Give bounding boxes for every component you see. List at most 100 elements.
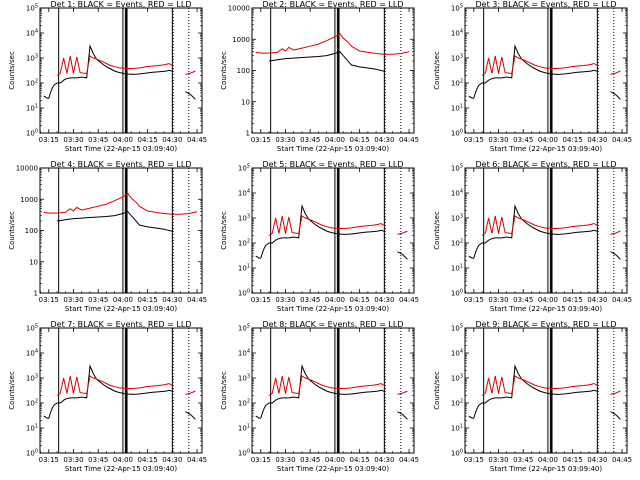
y-tick-label: 1 [246, 130, 250, 138]
x-axis-label: Start Time (22-Apr-15 03:09:40) [65, 465, 177, 473]
y-tick-label: 102 [26, 399, 38, 408]
x-tick-label: 04:15 [350, 136, 370, 144]
x-tick-label: 03:30 [488, 136, 508, 144]
x-tick-label: 03:45 [88, 136, 108, 144]
x-tick-label: 04:45 [187, 456, 207, 464]
x-tick-label: 03:15 [464, 136, 484, 144]
y-tick-label: 100 [451, 449, 463, 458]
x-tick-label: 03:30 [275, 456, 295, 464]
x-tick-label: 04:30 [162, 296, 182, 304]
x-tick-label: 03:30 [63, 136, 83, 144]
plot-frame [464, 7, 628, 134]
y-tick-label: 102 [238, 239, 250, 248]
y-axis-label: Counts/sec [433, 51, 441, 90]
x-tick-label: 04:00 [538, 296, 558, 304]
y-tick-label: 102 [26, 79, 38, 88]
x-tick-label: 03:45 [513, 296, 533, 304]
y-tick-label: 105 [26, 324, 38, 333]
y-tick-label: 102 [238, 399, 250, 408]
x-tick-label: 04:45 [399, 136, 419, 144]
y-axis-label: Counts/sec [220, 371, 228, 410]
y-tick-label: 102 [451, 399, 463, 408]
x-tick-label: 04:00 [325, 456, 345, 464]
x-tick-label: 04:45 [399, 296, 419, 304]
x-tick-label: 04:30 [162, 456, 182, 464]
x-tick-label: 04:30 [587, 296, 607, 304]
x-tick-label: 04:00 [113, 456, 133, 464]
y-tick-label: 101 [238, 424, 250, 433]
panel-title: Det 4: BLACK = Events, RED = LLD [51, 160, 192, 169]
y-tick-label: 103 [238, 214, 250, 223]
panel-det-3: Det 3: BLACK = Events, RED = LLD Counts/s… [433, 0, 632, 153]
x-tick-label: 04:00 [113, 136, 133, 144]
panel-title: Det 9: BLACK = Events, RED = LLD [476, 320, 617, 329]
y-tick-label: 103 [451, 54, 463, 63]
x-tick-label: 03:15 [39, 456, 59, 464]
x-axis-label: Start Time (22-Apr-15 03:09:40) [490, 465, 602, 473]
x-tick-label: 03:30 [275, 296, 295, 304]
x-tick-label: 03:45 [300, 136, 320, 144]
y-tick-label: 100 [238, 289, 250, 298]
y-axis-label: Counts/sec [8, 371, 16, 410]
panel-title: Det 6: BLACK = Events, RED = LLD [476, 160, 617, 169]
x-tick-label: 03:30 [63, 296, 83, 304]
y-axis-label: Counts/sec [220, 211, 228, 250]
y-tick-label: 100 [26, 129, 38, 138]
y-tick-label: 105 [238, 164, 250, 173]
x-axis-label: Start Time (22-Apr-15 03:09:40) [277, 465, 389, 473]
panel-det-6: Det 6: BLACK = Events, RED = LLD Counts/s… [433, 160, 632, 313]
x-tick-label: 04:45 [187, 296, 207, 304]
plot-frame [464, 167, 628, 294]
x-tick-label: 04:30 [162, 136, 182, 144]
y-tick-label: 101 [238, 264, 250, 273]
x-tick-label: 03:45 [513, 136, 533, 144]
plot-frame [251, 167, 415, 294]
series-lld-line [268, 375, 408, 396]
x-tick-label: 04:15 [138, 456, 158, 464]
y-tick-label: 101 [451, 264, 463, 273]
x-tick-label: 03:30 [275, 136, 295, 144]
panel-det-5: Det 5: BLACK = Events, RED = LLD Counts/s… [220, 160, 419, 313]
y-tick-label: 105 [26, 4, 38, 13]
series-lld-line [255, 33, 410, 55]
x-tick-label: 04:30 [587, 456, 607, 464]
series-events-line [468, 44, 621, 100]
plot-frame [39, 167, 203, 294]
series-events-line [43, 44, 196, 100]
panel-det-2: Det 2: BLACK = Events, RED = LLD Counts/s… [220, 0, 419, 153]
x-tick-label: 04:30 [374, 296, 394, 304]
y-tick-label: 10000 [16, 165, 38, 173]
x-tick-label: 03:30 [488, 296, 508, 304]
y-tick-label: 104 [451, 29, 463, 38]
x-tick-label: 03:45 [513, 456, 533, 464]
series-lld-line [481, 55, 621, 76]
y-tick-label: 105 [451, 4, 463, 13]
x-tick-label: 03:45 [88, 456, 108, 464]
y-tick-label: 100 [451, 289, 463, 298]
panel-title: Det 1: BLACK = Events, RED = LLD [51, 0, 192, 9]
y-axis-label: Counts/sec [220, 51, 228, 90]
y-tick-label: 1 [34, 290, 38, 298]
x-tick-label: 03:15 [251, 456, 271, 464]
y-tick-label: 103 [26, 374, 38, 383]
y-tick-label: 103 [238, 374, 250, 383]
y-tick-label: 100 [25, 227, 38, 235]
y-tick-label: 105 [451, 324, 463, 333]
y-tick-label: 105 [451, 164, 463, 173]
x-tick-label: 04:45 [612, 296, 632, 304]
y-tick-label: 101 [451, 424, 463, 433]
y-tick-label: 10 [29, 258, 38, 266]
x-tick-label: 03:15 [39, 296, 59, 304]
series-events-line [56, 211, 173, 232]
x-tick-label: 03:15 [464, 296, 484, 304]
x-tick-label: 03:15 [251, 296, 271, 304]
x-tick-label: 04:15 [350, 456, 370, 464]
x-tick-label: 04:30 [374, 456, 394, 464]
y-tick-label: 104 [26, 349, 38, 358]
series-events-line [468, 364, 621, 420]
x-tick-label: 04:30 [374, 136, 394, 144]
panel-det-4: Det 4: BLACK = Events, RED = LLD Counts/s… [8, 160, 207, 313]
x-tick-label: 04:15 [563, 296, 583, 304]
panel-title: Det 5: BLACK = Events, RED = LLD [263, 160, 404, 169]
